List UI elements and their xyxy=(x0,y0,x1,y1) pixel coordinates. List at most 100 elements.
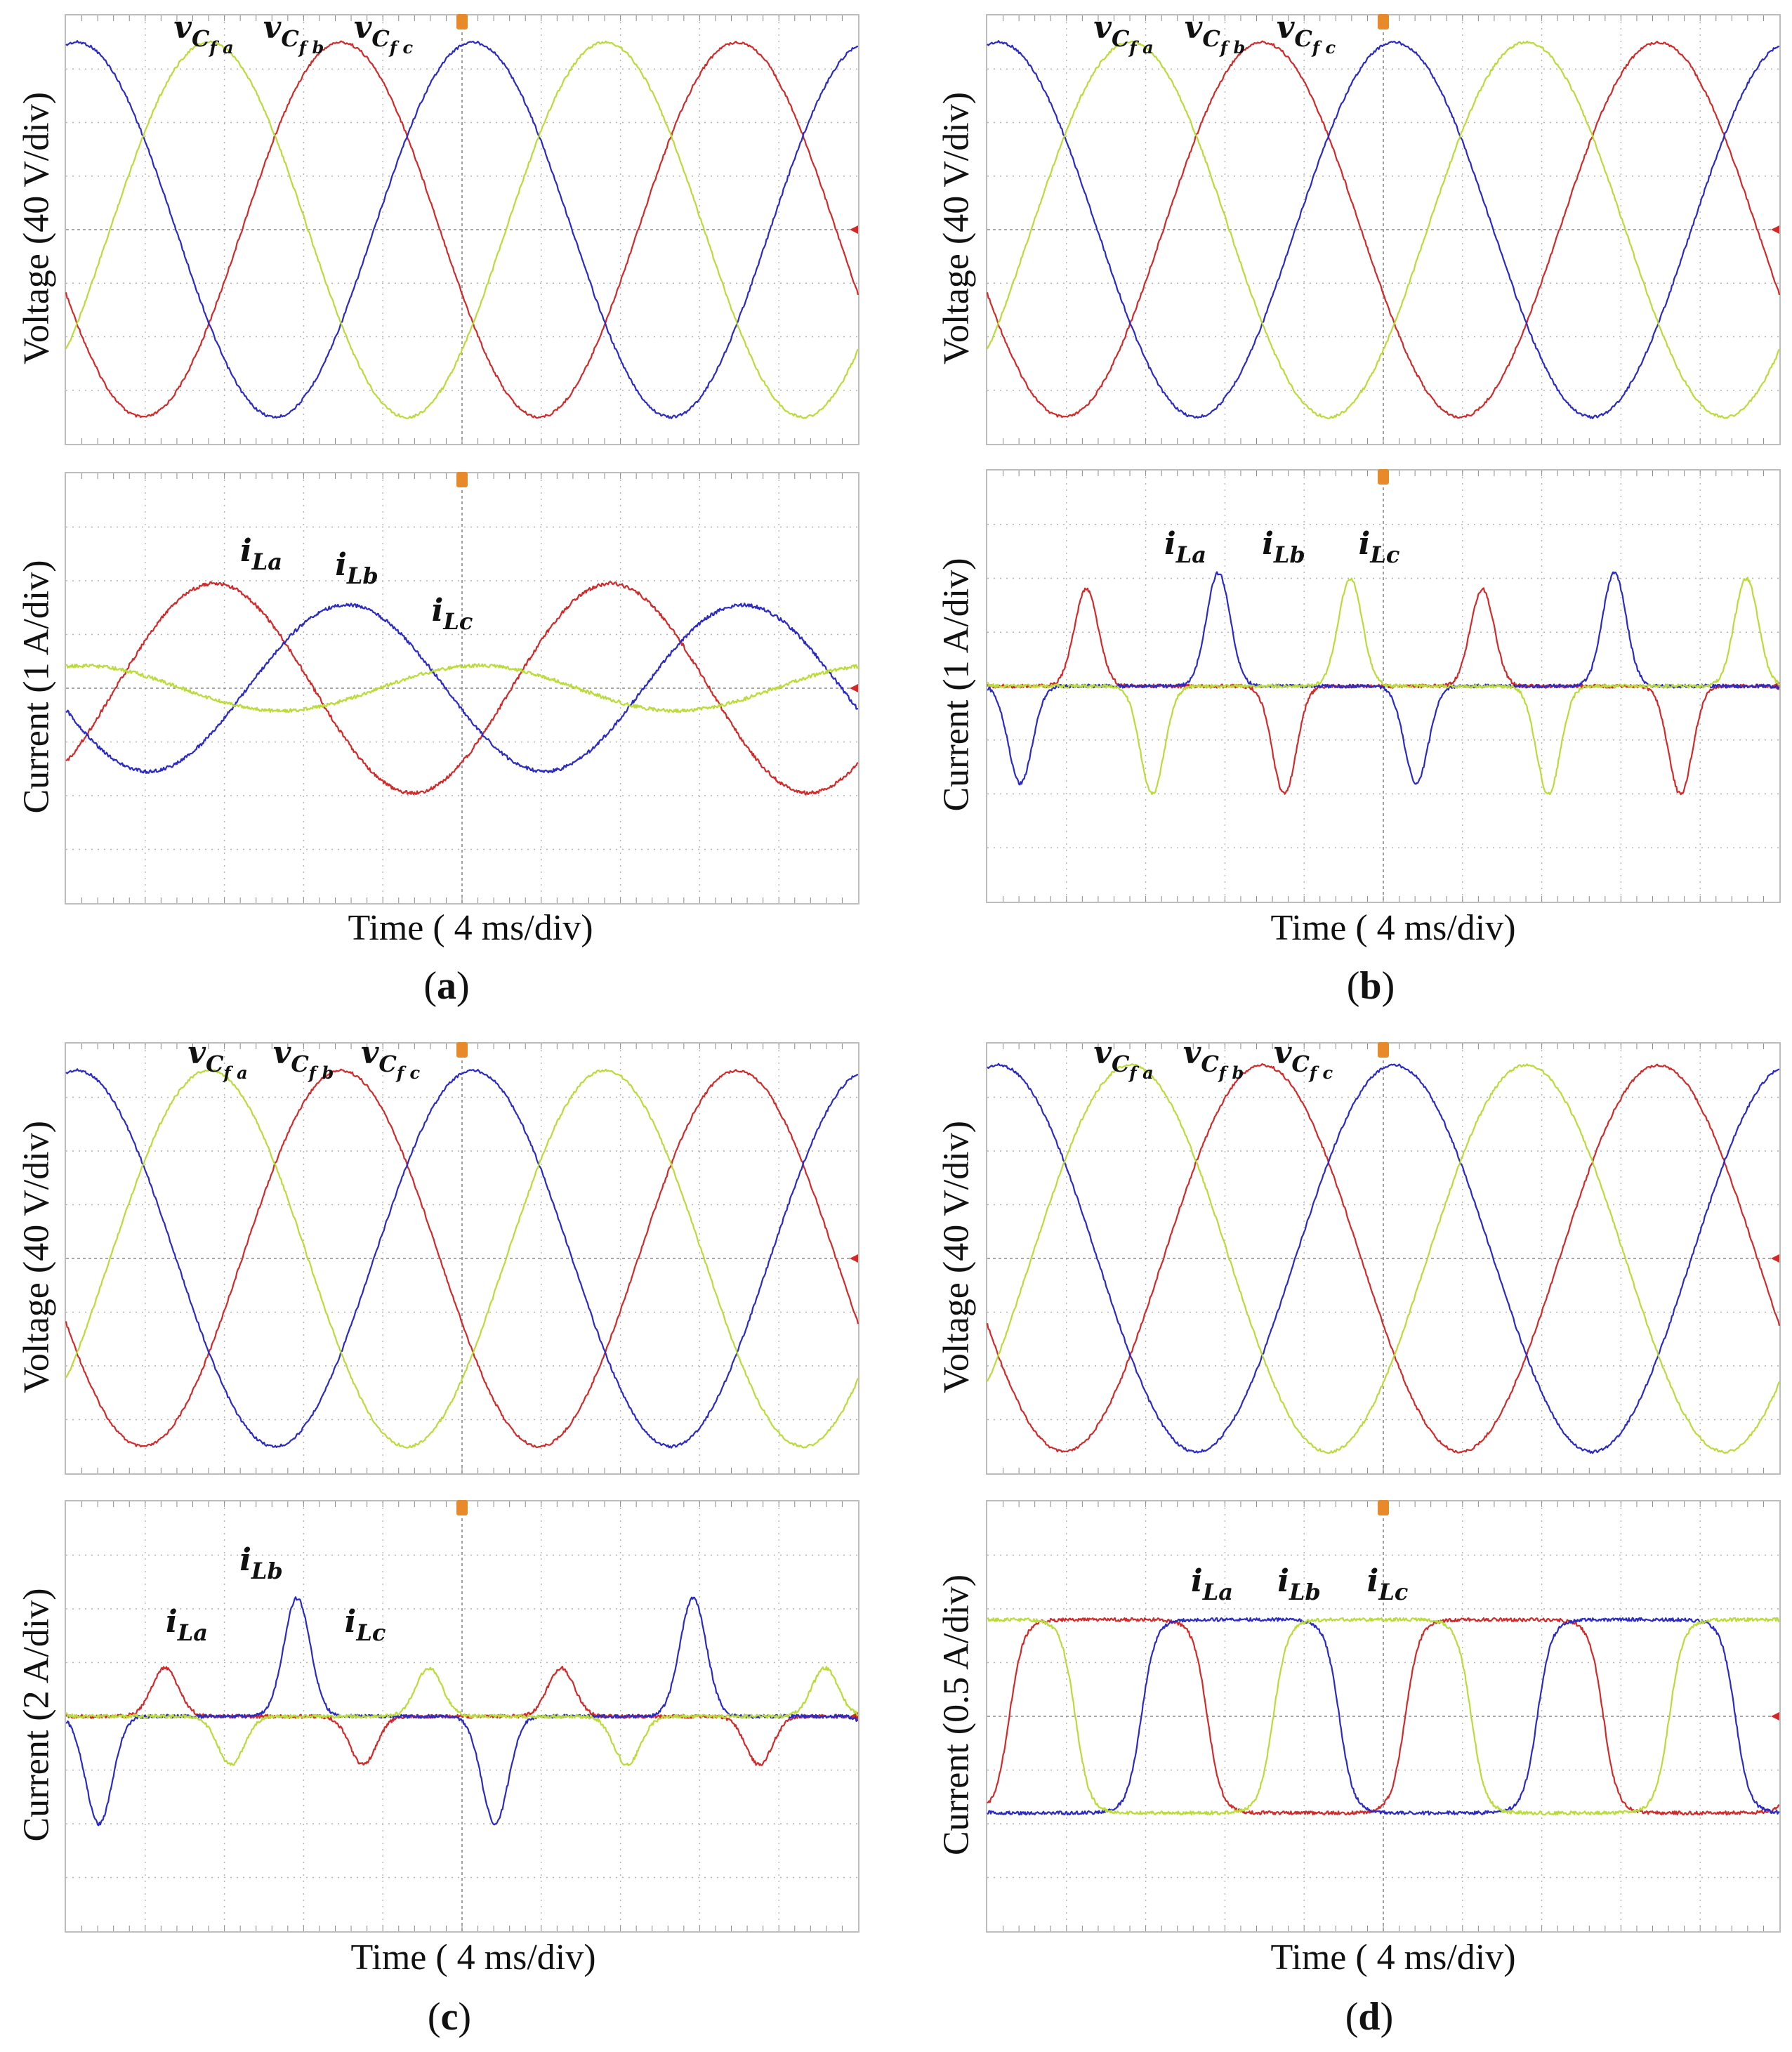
grid-d-c xyxy=(987,1501,1779,1931)
label-a-vcfa: vCf a xyxy=(173,10,234,58)
label-b-vcfc: vCf c xyxy=(1276,10,1336,58)
ylabel-c-voltage: Voltage (40 V/div) xyxy=(16,1120,57,1394)
plot-d-voltage xyxy=(986,1042,1781,1473)
label-c-ila: iLa xyxy=(166,1604,208,1646)
scope-b-voltage xyxy=(986,14,1781,445)
label-a-ilc: iLc xyxy=(431,593,473,635)
label-c-ilb: iLb xyxy=(239,1542,283,1584)
ylabel-a-voltage: Voltage (40 V/div) xyxy=(16,91,57,365)
plot-b-current xyxy=(987,469,1780,902)
caption-b-letter: b xyxy=(1359,964,1382,1008)
xlabel-c: Time ( 4 ms/div) xyxy=(350,1938,596,1978)
caption-d: (d) xyxy=(1345,1995,1394,2039)
plot-d-current xyxy=(987,1500,1780,1931)
trigger-marker-a-c xyxy=(456,472,468,487)
xlabel-b: Time ( 4 ms/div) xyxy=(1270,908,1516,948)
scope-c-current xyxy=(65,1500,859,1933)
label-d-vcfb: vCf b xyxy=(1182,1035,1244,1083)
label-b-ila: iLa xyxy=(1164,526,1206,568)
ground-marker-c-v xyxy=(850,1254,858,1263)
scope-d-current xyxy=(986,1500,1781,1933)
trigger-marker-b-c xyxy=(1378,469,1389,485)
plot-b-voltage xyxy=(986,14,1781,444)
plot-c-voltage xyxy=(65,1042,859,1473)
trace-d-iLb xyxy=(987,1617,1780,1816)
trace-b-vCfc xyxy=(986,40,1780,419)
label-a-vcfc: vCf c xyxy=(353,10,414,58)
trace-d-vCfc xyxy=(986,1063,1780,1454)
ground-marker-d-v xyxy=(1771,1254,1779,1263)
label-d-ila: iLa xyxy=(1191,1563,1233,1605)
trace-c-vCfc xyxy=(65,1068,859,1449)
label-d-vcfa: vCf a xyxy=(1093,1035,1154,1083)
ylabel-b-current: Current (1 A/div) xyxy=(936,558,977,812)
label-a-ilb: iLb xyxy=(335,547,378,589)
label-c-ilc: iLc xyxy=(344,1604,386,1646)
trace-a-vCfc xyxy=(65,40,859,419)
caption-a: (a) xyxy=(423,964,470,1008)
trace-d-iLc xyxy=(987,1617,1780,1816)
scope-c-voltage xyxy=(65,1042,859,1475)
trace-d-vCfb xyxy=(987,1063,1780,1454)
trace-a-iLc xyxy=(65,663,859,713)
ground-marker-d-c xyxy=(1771,1712,1779,1721)
trace-b-iLc xyxy=(987,577,1780,796)
trace-c-vCfb xyxy=(65,1068,859,1449)
scope-a-current xyxy=(65,472,859,905)
trace-a-vCfb xyxy=(65,40,859,419)
trigger-marker-c-c xyxy=(456,1500,468,1515)
trace-c-iLc xyxy=(65,1666,859,1766)
xlabel-d: Time ( 4 ms/div) xyxy=(1270,1938,1516,1978)
ylabel-c-current: Current (2 A/div) xyxy=(16,1588,57,1842)
grid-c-v xyxy=(66,1044,858,1473)
ylabel-d-current: Current (0.5 A/div) xyxy=(936,1574,977,1856)
caption-d-letter: d xyxy=(1358,1995,1381,2039)
trace-a-vCfa xyxy=(65,40,859,419)
trigger-marker-d-v xyxy=(1378,1042,1389,1058)
scope-b-current xyxy=(986,469,1781,903)
label-a-vcfb: vCf b xyxy=(263,10,324,58)
label-c-vcfb: vCf b xyxy=(272,1035,334,1083)
trace-d-iLa xyxy=(987,1617,1780,1816)
ground-marker-a-c xyxy=(850,684,858,692)
scope-d-voltage xyxy=(986,1042,1781,1475)
caption-a-letter: a xyxy=(437,964,456,1008)
trace-b-vCfa xyxy=(986,40,1781,419)
label-d-ilb: iLb xyxy=(1277,1563,1321,1605)
scope-a-voltage xyxy=(65,14,859,445)
trigger-marker-b-v xyxy=(1378,14,1389,29)
ylabel-b-voltage: Voltage (40 V/div) xyxy=(936,91,977,365)
plot-a-current xyxy=(65,472,859,903)
trace-a-iLb xyxy=(65,603,859,774)
label-b-vcfb: vCf b xyxy=(1184,10,1246,58)
ylabel-d-voltage: Voltage (40 V/div) xyxy=(936,1120,977,1394)
grid-b-v xyxy=(987,15,1779,444)
label-a-ila: iLa xyxy=(240,533,282,575)
plot-a-voltage xyxy=(65,14,859,444)
trace-a-iLa xyxy=(65,581,859,796)
ground-marker-a-v xyxy=(850,225,858,234)
trace-c-iLb xyxy=(65,1596,859,1827)
label-b-ilb: iLb xyxy=(1262,526,1305,568)
trigger-marker-a-v xyxy=(456,14,468,29)
trace-b-iLb xyxy=(987,571,1780,786)
label-b-vcfa: vCf a xyxy=(1093,10,1154,58)
label-c-vcfc: vCf c xyxy=(360,1035,421,1083)
label-c-vcfa: vCf a xyxy=(187,1035,248,1083)
ground-marker-b-v xyxy=(1771,225,1779,234)
plot-c-current xyxy=(65,1500,859,1931)
label-d-ilc: iLc xyxy=(1366,1563,1409,1605)
trace-b-vCfb xyxy=(987,40,1780,419)
trigger-marker-d-c xyxy=(1378,1500,1389,1515)
trace-d-vCfa xyxy=(986,1063,1781,1454)
label-d-vcfc: vCf c xyxy=(1273,1035,1333,1083)
ylabel-a-current: Current (1 A/div) xyxy=(16,560,57,814)
trigger-marker-c-v xyxy=(456,1042,468,1058)
xlabel-a: Time ( 4 ms/div) xyxy=(348,908,593,948)
caption-c: (c) xyxy=(427,1995,472,2039)
grid-a-v xyxy=(66,15,858,444)
label-b-ilc: iLc xyxy=(1358,526,1400,568)
trace-c-vCfa xyxy=(65,1068,859,1449)
caption-c-letter: c xyxy=(440,1995,459,2039)
